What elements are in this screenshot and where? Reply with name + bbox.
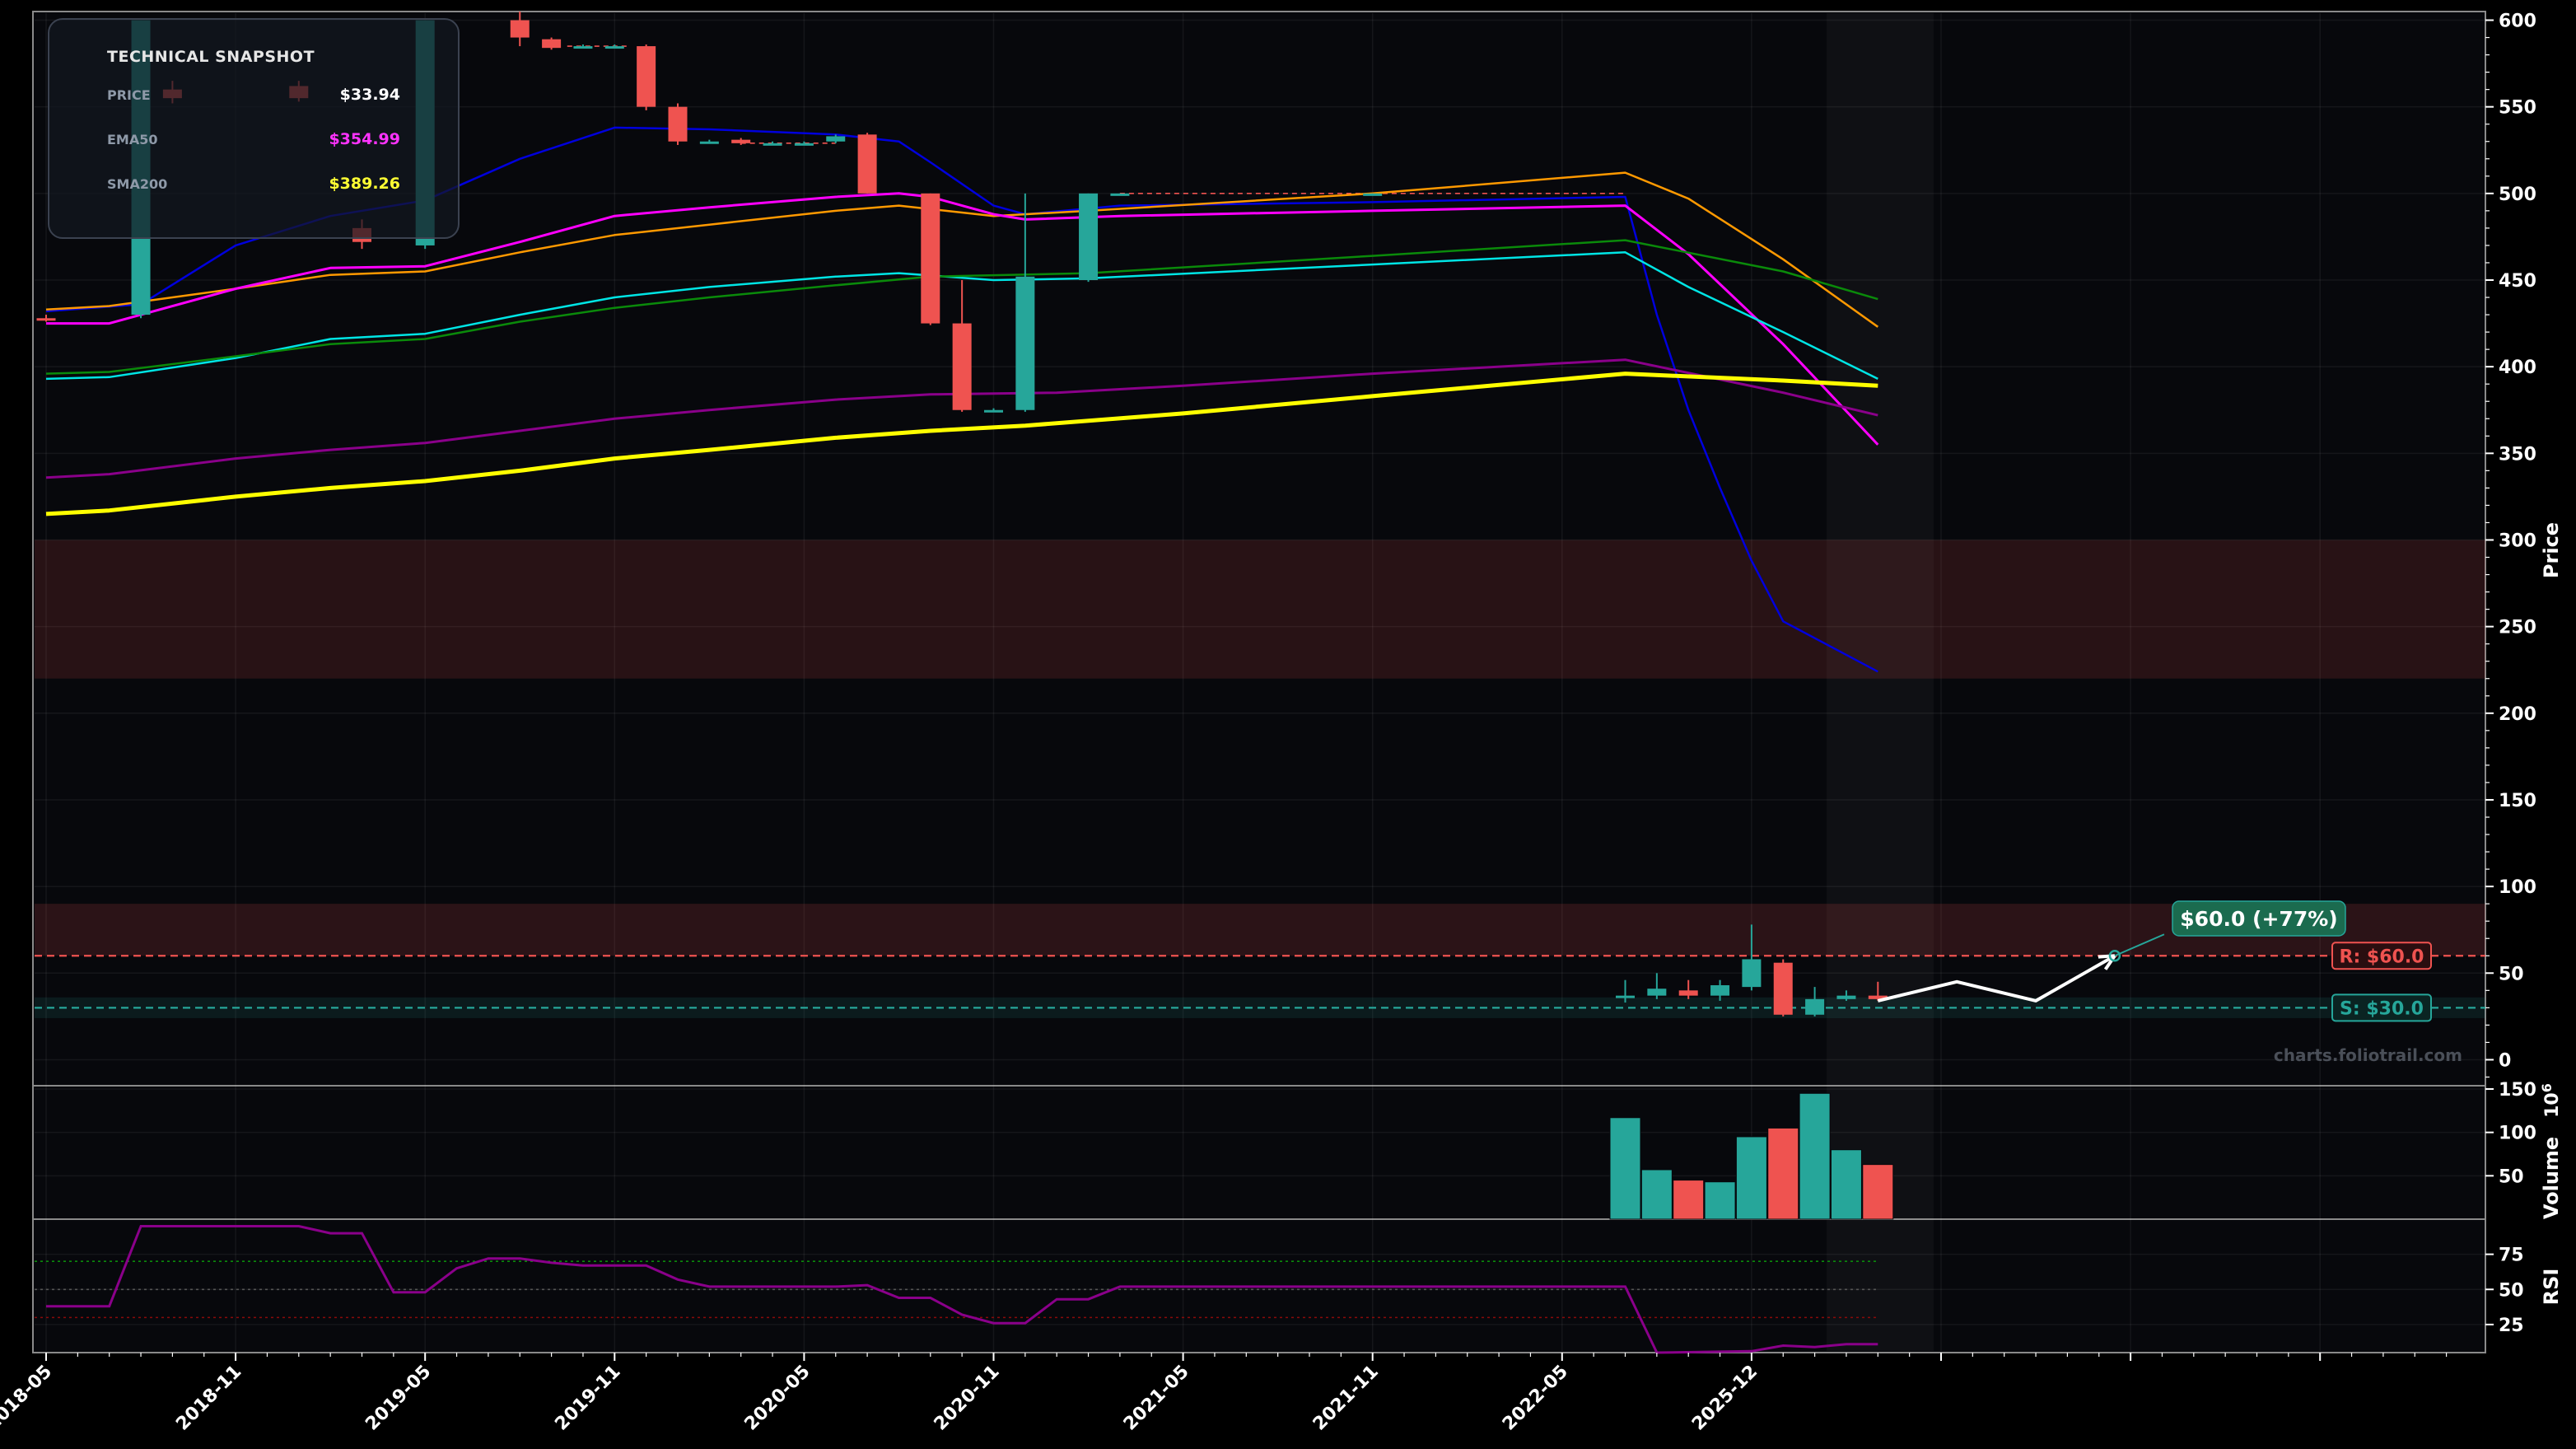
ma-series-line xyxy=(45,239,1878,375)
snapshot-title: TECHNICAL SNAPSHOT xyxy=(107,48,315,66)
snapshot-price-value: $33.94 xyxy=(339,86,400,104)
candle-body xyxy=(731,139,751,143)
volume-bar xyxy=(1640,1169,1673,1220)
rsi-tick-label: 75 xyxy=(2499,1246,2524,1266)
y-tick-label: 50 xyxy=(2499,964,2524,984)
volume-bar xyxy=(1609,1117,1641,1220)
y-tick-label: 350 xyxy=(2499,444,2536,465)
volume-bar xyxy=(1673,1180,1705,1220)
y-tick-label: 600 xyxy=(2499,12,2536,32)
ma-series-line xyxy=(45,251,1878,381)
candle-body xyxy=(542,39,562,49)
volume-tick-label: 50 xyxy=(2499,1166,2524,1187)
resistance-zone xyxy=(35,904,2485,956)
ma-series-line xyxy=(45,372,1878,516)
y-tick-label: 550 xyxy=(2499,98,2536,119)
candle-body xyxy=(1773,962,1793,1015)
volume-bar xyxy=(1830,1149,1862,1220)
candle-body xyxy=(826,136,846,142)
rsi-line xyxy=(46,1225,1878,1354)
target-leader-line xyxy=(2114,933,2165,957)
y-tick-label: 300 xyxy=(2499,531,2536,551)
candle-body xyxy=(1742,959,1762,988)
candle-body xyxy=(1363,193,1383,196)
snapshot-sma200-value: $389.26 xyxy=(329,175,400,193)
y-tick-label: 200 xyxy=(2499,704,2536,725)
volume-axis-label: Volume xyxy=(2540,1137,2563,1219)
candle-body xyxy=(1678,990,1698,996)
candle-body xyxy=(1710,985,1730,996)
watermark: charts.foliotrail.com xyxy=(2274,1045,2462,1065)
rsi-axis-label: RSI xyxy=(2540,1269,2563,1306)
snapshot-price-label: PRICE xyxy=(107,87,151,103)
target-marker xyxy=(2108,950,2121,962)
support-label: S: $30.0 xyxy=(2340,998,2424,1019)
candle-body xyxy=(763,143,782,146)
resistance-label-box xyxy=(2331,942,2432,970)
candle-body xyxy=(921,193,940,324)
y-tick-label: 250 xyxy=(2499,618,2536,638)
candle-body xyxy=(1110,193,1130,196)
support-label-box xyxy=(2331,993,2432,1022)
snapshot-sma200-label: SMA200 xyxy=(107,176,168,192)
volume-tick-label: 100 xyxy=(2499,1124,2536,1144)
ma-series-line xyxy=(45,171,1879,328)
technical-snapshot-panel: TECHNICAL SNAPSHOT PRICE $33.94 EMA50 $3… xyxy=(48,18,460,239)
snapshot-ema50-value: $354.99 xyxy=(329,130,400,148)
candle-body xyxy=(1079,193,1099,280)
candle-body xyxy=(984,409,1003,413)
candle-body xyxy=(794,143,814,146)
candle-body xyxy=(573,46,593,49)
volume-panel xyxy=(32,1085,2486,1220)
volume-bar xyxy=(1735,1136,1767,1220)
candle-body xyxy=(699,141,719,144)
snapshot-ema50-label: EMA50 xyxy=(107,132,158,147)
resistance-label: R: $60.0 xyxy=(2340,947,2424,967)
candle-body xyxy=(1836,995,1856,999)
ma-series-line xyxy=(45,358,1878,479)
candle-body xyxy=(1015,276,1035,410)
volume-bar xyxy=(1799,1092,1831,1220)
candle-body xyxy=(1805,998,1825,1015)
y-tick-label: 0 xyxy=(2499,1050,2511,1071)
candle-body xyxy=(668,106,688,142)
ma-series-line xyxy=(46,192,1879,446)
risk-zone xyxy=(35,540,2485,679)
target-label: $60.0 (+77%) xyxy=(2180,907,2337,931)
forecast-line xyxy=(1877,954,2116,1003)
volume-bar xyxy=(1862,1164,1894,1220)
volume-tick-label: 150 xyxy=(2499,1080,2536,1101)
candle-body xyxy=(952,323,972,410)
y-tick-label: 150 xyxy=(2499,791,2536,811)
candle-body xyxy=(637,46,656,107)
candle-body xyxy=(36,318,56,321)
target-badge xyxy=(2172,900,2346,937)
y-tick-label: 450 xyxy=(2499,271,2536,292)
volume-bar xyxy=(1767,1127,1799,1220)
candle-body xyxy=(510,20,530,38)
candle-body xyxy=(1647,989,1667,996)
candle-body xyxy=(1868,995,1888,999)
candle-body xyxy=(604,46,624,49)
rsi-tick-label: 50 xyxy=(2499,1280,2524,1301)
candle-body xyxy=(1616,995,1635,998)
volume-bar xyxy=(1704,1181,1736,1220)
y-tick-label: 500 xyxy=(2499,185,2536,205)
candle-body xyxy=(857,134,877,194)
y-tick-label: 100 xyxy=(2499,877,2536,898)
rsi-tick-label: 25 xyxy=(2499,1316,2524,1336)
y-tick-label: 400 xyxy=(2499,358,2536,378)
price-axis-label: Price xyxy=(2540,522,2563,578)
forecast-arrow-head xyxy=(2098,954,2116,970)
